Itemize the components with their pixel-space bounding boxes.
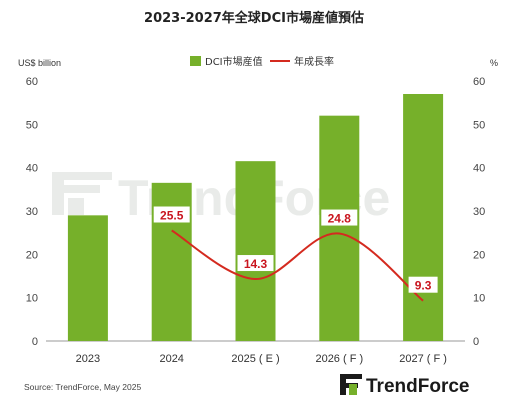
data-label: 14.3 — [244, 257, 268, 271]
x-tick-label: 2023 — [76, 353, 100, 365]
bar — [67, 215, 108, 341]
x-tick-label: 2024 — [159, 353, 183, 365]
axes: 0 0 10 10 20 20 30 30 40 40 50 50 60 60 2023 2024 2025 (… — [26, 76, 486, 365]
data-label-background — [237, 255, 274, 272]
y-right-tick-label: 50 — [473, 119, 485, 131]
y-left-tick-label: 10 — [26, 293, 38, 305]
x-tick-label: 2025 ( E ) — [231, 353, 279, 365]
x-tick-label: 2026 ( F ) — [315, 353, 363, 365]
bar — [319, 115, 360, 342]
data-label-background — [408, 276, 438, 293]
brand-logo: TrendForce — [340, 374, 469, 397]
y-right-tick-label: 40 — [473, 163, 485, 175]
y-left-tick-label: 40 — [26, 163, 38, 175]
bar — [235, 161, 276, 341]
source-note: Source: TrendForce, May 2025 — [24, 382, 141, 392]
left-axis-unit: US$ billion — [18, 58, 61, 68]
chart-title: 2023-2027年全球DCI市場産値預估 — [144, 10, 364, 26]
bar — [403, 94, 444, 341]
data-label: 25.5 — [160, 209, 184, 223]
data-label: 9.3 — [415, 279, 432, 293]
brand-name: TrendForce — [366, 376, 469, 397]
data-label-background — [153, 206, 190, 223]
data-label-background — [321, 209, 358, 226]
growth-rate-line — [171, 229, 424, 302]
y-left-tick-label: 50 — [26, 119, 38, 131]
y-right-tick-label: 60 — [473, 76, 485, 88]
legend-bar-swatch — [190, 56, 201, 66]
right-axis-unit: % — [490, 58, 498, 68]
legend-bar-label: DCI市場産值 — [205, 55, 263, 68]
y-right-tick-label: 20 — [473, 249, 485, 261]
legend: DCI市場産值 年成長率 — [190, 55, 334, 68]
y-left-tick-label: 20 — [26, 249, 38, 261]
y-left-tick-label: 60 — [26, 76, 38, 88]
data-labels: 25.5 14.3 24.8 9.3 — [153, 206, 438, 293]
data-label: 24.8 — [328, 212, 352, 226]
legend-line-label: 年成長率 — [294, 55, 334, 68]
y-right-tick-label: 10 — [473, 293, 485, 305]
y-right-tick-label: 30 — [473, 206, 485, 218]
bars — [67, 94, 444, 342]
y-left-tick-label: 0 — [32, 336, 38, 348]
x-tick-label: 2027 ( F ) — [399, 353, 447, 365]
y-left-tick-label: 30 — [26, 206, 38, 218]
y-right-tick-label: 0 — [473, 336, 479, 348]
growth-line — [171, 229, 424, 302]
